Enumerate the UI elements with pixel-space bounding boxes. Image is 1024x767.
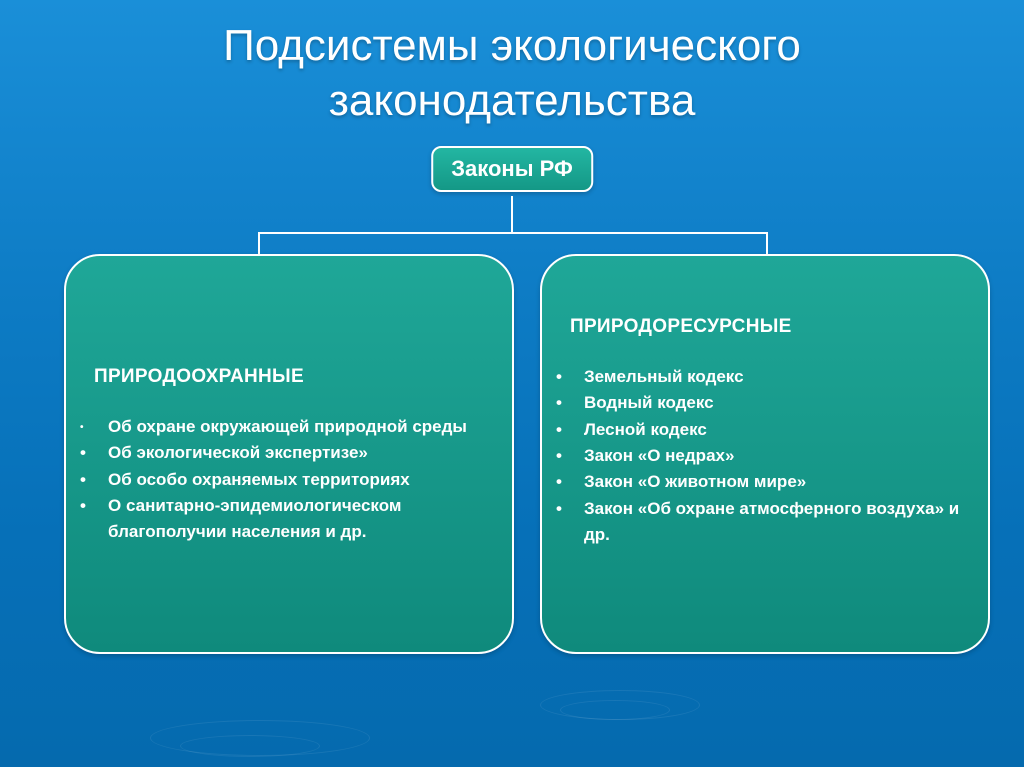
list-item: О санитарно-эпидемиологическом благополу… [94,493,488,546]
list-item: Закон «О недрах» [570,443,964,469]
connector [766,232,768,254]
list-item: Об охране окружающей природной среды [94,414,488,440]
list-item: Закон «Об охране атмосферного воздуха» и… [570,496,964,549]
right-node: ПРИРОДОРЕСУРСНЫЕ Земельный кодекс Водный… [540,254,990,654]
ripple [150,720,370,756]
left-node: ПРИРОДООХРАННЫЕ Об охране окружающей при… [64,254,514,654]
ripple [560,700,670,720]
root-label: Законы РФ [451,156,573,181]
list-item: Водный кодекс [570,390,964,416]
slide-title: Подсистемы экологического законодательст… [0,0,1024,128]
connector [258,232,768,234]
right-list: Земельный кодекс Водный кодекс Лесной ко… [570,364,964,548]
list-item: Об экологической экспертизе» [94,440,488,466]
root-node: Законы РФ [431,146,593,192]
list-item: Об особо охраняемых территориях [94,467,488,493]
left-heading: ПРИРОДООХРАННЫЕ [94,366,488,388]
left-list: Об охране окружающей природной среды Об … [94,414,488,546]
title-line-1: Подсистемы экологического [223,21,801,70]
connector [511,196,513,232]
list-item: Земельный кодекс [570,364,964,390]
ripple [180,735,320,757]
ripple [540,690,700,720]
title-line-2: законодательства [329,76,696,125]
right-heading: ПРИРОДОРЕСУРСНЫЕ [570,316,964,338]
list-item: Закон «О животном мире» [570,469,964,495]
list-item: Лесной кодекс [570,417,964,443]
org-diagram: Законы РФ ПРИРОДООХРАННЫЕ Об охране окру… [0,128,1024,688]
